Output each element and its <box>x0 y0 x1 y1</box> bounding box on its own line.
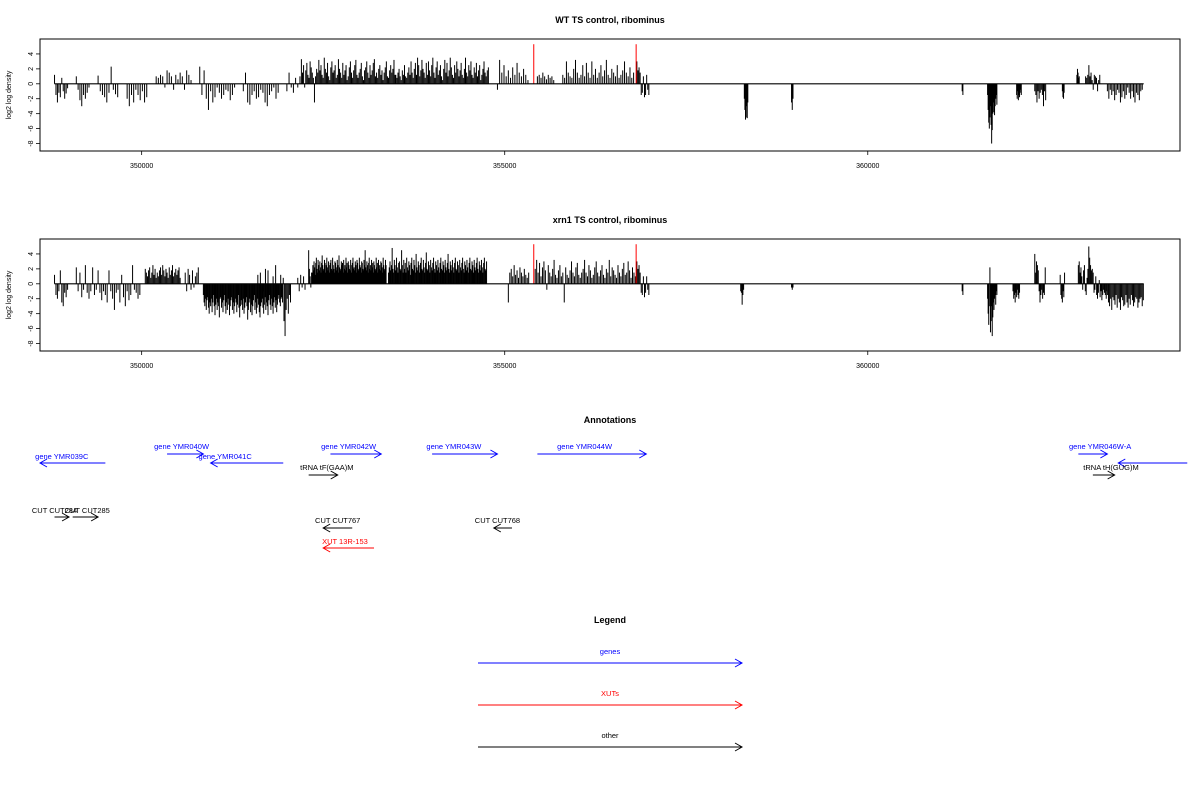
wt-y-tick-label: -4 <box>28 110 35 116</box>
wt-bars <box>54 44 1144 144</box>
xrn1-y-tick-label: -6 <box>28 325 35 331</box>
annotation-label: gene YMR042W <box>321 442 377 451</box>
wt-y-tick-label: 4 <box>28 52 35 56</box>
legend-panel: Legend genes XUTs other <box>478 615 744 752</box>
xrn1-y-tick-label: -8 <box>28 340 35 346</box>
annotation-label: CUT CUT768 <box>475 516 520 525</box>
wt-y-tick-label: 0 <box>28 82 35 86</box>
annotation-label: CUT CUT767 <box>315 516 360 525</box>
annotation-label: tRNA tH(GUG)M <box>1083 463 1138 472</box>
annotation-arrow-head <box>38 458 48 468</box>
annotation-arrow-head <box>374 449 383 459</box>
wt-track-title: WT TS control, ribominus <box>555 15 665 25</box>
annotation-arrow-head <box>322 523 331 533</box>
annotation-arrow-head <box>1117 458 1126 468</box>
annotation-arrow-head <box>490 449 499 459</box>
xrn1-track-panel: xrn1 TS control, ribominus log2 log dens… <box>6 215 1181 370</box>
xrn1-track-title: xrn1 TS control, ribominus <box>553 215 668 225</box>
wt-x-axis: 350000 355000 360000 <box>130 151 880 170</box>
wt-x-tick-label: 355000 <box>493 163 516 170</box>
annotation-label: gene YMR046W-A <box>1069 442 1131 451</box>
xrn1-y-tick-label: -2 <box>28 296 35 302</box>
xrn1-y-tick-label: 4 <box>28 252 35 256</box>
annotation-arrow-head <box>492 523 502 533</box>
annotation-label: gene YMR039C <box>35 452 89 461</box>
annotation-arrow-head <box>1100 449 1109 459</box>
legend-arrow-head <box>734 700 744 710</box>
wt-plot-frame <box>39 38 1181 152</box>
xrn1-y-tick-label: 0 <box>28 282 35 286</box>
annotation-arrow-head <box>639 449 648 459</box>
xrn1-bars <box>54 244 1144 337</box>
annotation-label: gene YMR041C <box>199 452 253 461</box>
xrn1-y-axis-label: log2 log density <box>6 270 13 319</box>
annotation-label: gene YMR044W <box>557 442 613 451</box>
wt-y-tick-label: -6 <box>28 125 35 131</box>
wt-track-panel: WT TS control, ribominus log2 log densit… <box>6 15 1181 170</box>
annotation-label: tRNA tF(GAA)M <box>300 463 353 472</box>
annotation-arrow-head <box>330 470 339 480</box>
wt-y-axis: 4 2 0 -2 -4 -6 -8 <box>28 52 40 147</box>
annotation-label: CUT CUT284 <box>32 506 77 515</box>
xrn1-y-tick-label: 2 <box>28 267 35 271</box>
annotation-label: CUT CUT285 <box>65 506 110 515</box>
wt-y-axis-label: log2 log density <box>6 70 13 119</box>
xrn1-y-axis: 4 2 0 -2 -4 -6 -8 <box>28 252 40 347</box>
xrn1-x-axis: 350000 355000 360000 <box>130 351 880 370</box>
wt-x-tick-label: 360000 <box>856 163 879 170</box>
annotation-arrow-head <box>209 458 218 468</box>
annotations-title: Annotations <box>584 415 637 425</box>
xrn1-x-tick-label: 350000 <box>130 363 153 370</box>
xrn1-x-tick-label: 360000 <box>856 363 879 370</box>
annotation-label: gene YMR043W <box>426 442 482 451</box>
annotation-label: gene YMR040W <box>154 442 210 451</box>
annotation-arrow-head <box>196 449 205 459</box>
xrn1-x-tick-label: 355000 <box>493 363 516 370</box>
legend-label: XUTs <box>601 689 619 698</box>
legend-label: genes <box>600 647 621 656</box>
annotation-arrow-head <box>61 512 71 522</box>
wt-y-tick-label: -2 <box>28 96 35 102</box>
legend-entries: genes XUTs other <box>478 647 744 752</box>
wt-x-tick-label: 350000 <box>130 163 153 170</box>
annotation-arrow-head <box>322 543 331 553</box>
xrn1-plot-frame <box>39 238 1181 352</box>
annotation-arrow-head <box>90 512 100 522</box>
legend-label: other <box>601 731 619 740</box>
wt-y-tick-label: -8 <box>28 140 35 146</box>
legend-title: Legend <box>594 615 626 625</box>
legend-arrow-head <box>734 658 744 668</box>
xrn1-y-tick-label: -4 <box>28 310 35 316</box>
wt-y-tick-label: 2 <box>28 67 35 71</box>
legend-arrow-head <box>734 742 744 752</box>
annotation-arrow-head <box>1107 470 1116 480</box>
annotation-label: XUT 13R-153 <box>322 537 368 546</box>
